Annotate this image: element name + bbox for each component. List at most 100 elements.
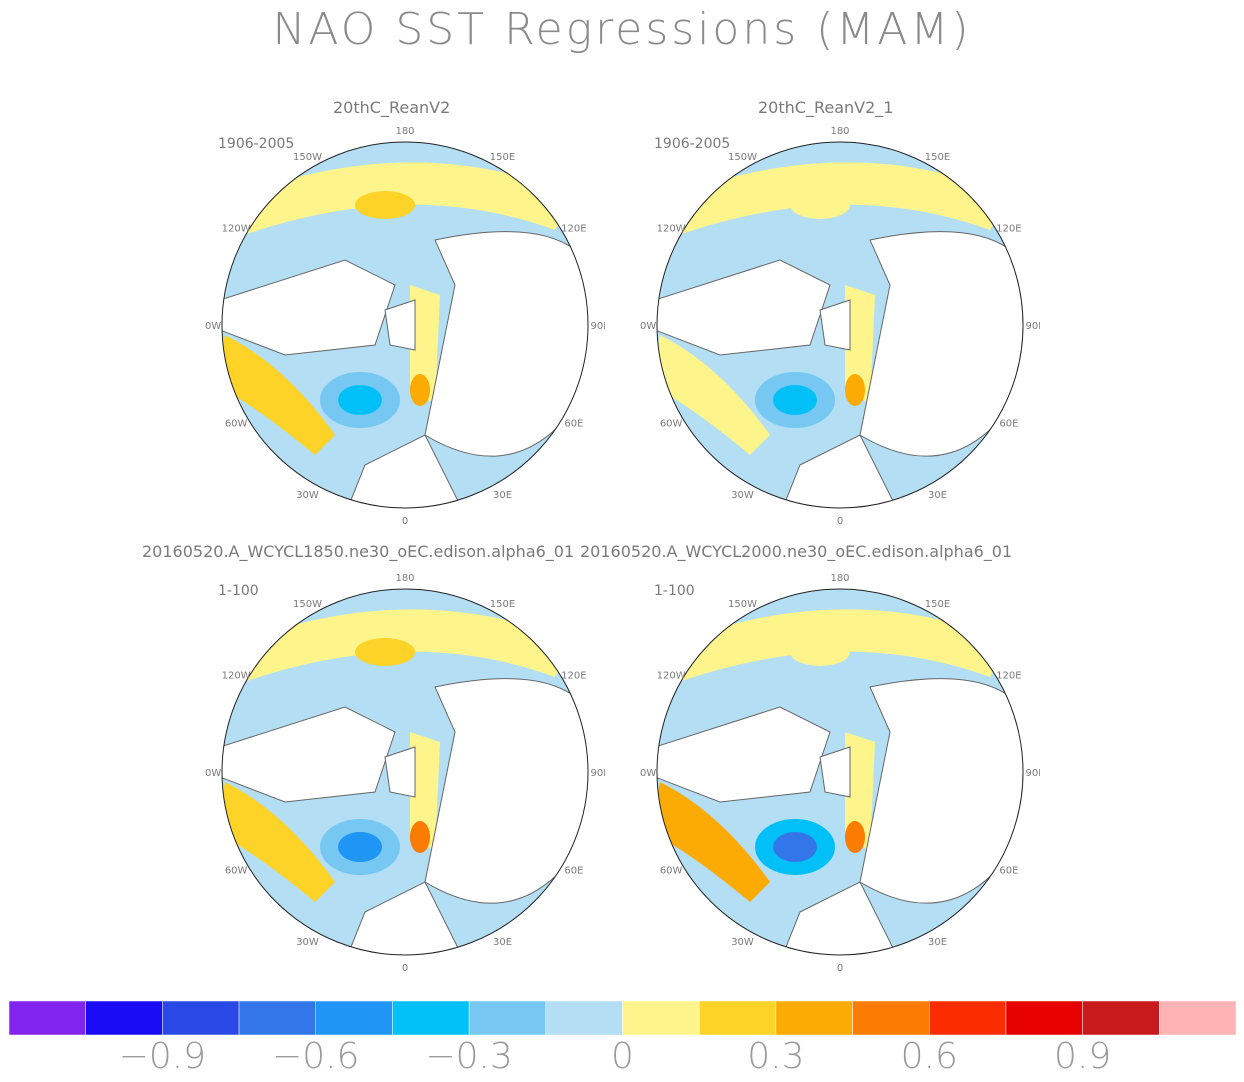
panel-period-2: 1906-2005	[654, 136, 731, 152]
colorbar-segment	[929, 1000, 1007, 1036]
subtropical-atlantic-anomaly	[657, 335, 770, 455]
panel-period-4: 1-100	[654, 583, 695, 599]
colorbar-segment	[852, 1000, 930, 1036]
longitude-label: 90W	[205, 321, 221, 332]
longitude-label: 60E	[564, 419, 583, 430]
longitude-label: 120W	[657, 224, 686, 235]
colorbar-tick-label: 0.6	[900, 1036, 958, 1077]
colorbar-segment	[545, 1000, 623, 1036]
colorbar-tick-label: 0.9	[1053, 1036, 1112, 1077]
polar-map-4: 180 150E 120E 90E 60E 30E 0 30W 60W 90W 120W 150W	[640, 573, 1040, 974]
longitude-label: 120W	[222, 671, 251, 682]
longitude-label: 90E	[1025, 321, 1040, 332]
subtropical-atlantic-anomaly	[657, 782, 770, 902]
panel-title-3: 20160520.A_WCYCL1850.ne30_oEC.edison.alp…	[142, 542, 575, 561]
map-border	[656, 588, 1024, 956]
pacific-anomaly	[790, 638, 850, 666]
africa-land	[344, 434, 466, 508]
longitude-label: 120E	[996, 671, 1021, 682]
north-america-land	[222, 706, 396, 803]
panel-title-4: 20160520.A_WCYCL2000.ne30_oEC.edison.alp…	[580, 542, 1013, 561]
pacific-anomaly	[790, 191, 850, 219]
colorbar-segment	[698, 1000, 777, 1036]
figure-title: NAO SST Regressions (MAM)	[272, 4, 972, 55]
colorbar-segment	[622, 1000, 700, 1036]
longitude-label: 90E	[590, 768, 605, 779]
map-border	[656, 141, 1024, 509]
colorbar-tick-label: 0.3	[747, 1036, 805, 1077]
longitude-label: 90W	[205, 768, 221, 779]
colorbar-segment	[775, 1000, 853, 1036]
longitude-label: 120W	[222, 224, 251, 235]
longitude-label: 60E	[999, 419, 1018, 430]
colorbar-tick-label: −0.9	[118, 1036, 207, 1077]
colorbar-segment	[315, 1000, 393, 1036]
longitude-label: 60E	[999, 866, 1018, 877]
colorbar-segment	[238, 1000, 316, 1036]
longitude-label: 150E	[490, 152, 515, 163]
longitude-label: 60W	[660, 866, 683, 877]
longitude-label: 150W	[293, 599, 322, 610]
greenland-land	[819, 746, 851, 798]
longitude-label: 90W	[640, 321, 656, 332]
norwegian-coast-anomaly	[410, 374, 430, 406]
longitude-label: 150E	[925, 152, 950, 163]
greenland-land	[384, 746, 416, 798]
longitude-label: 30W	[296, 937, 319, 948]
panel-title-2: 20thC_ReanV2_1	[758, 98, 894, 117]
norwegian-coast-anomaly	[845, 374, 865, 406]
longitude-label: 150W	[728, 152, 757, 163]
longitude-label: 120E	[561, 224, 586, 235]
map-border	[221, 588, 589, 956]
longitude-label: 150E	[490, 599, 515, 610]
longitude-label: 30E	[928, 490, 947, 501]
subtropical-atlantic-anomaly	[222, 335, 335, 455]
colorbar-tick-label: −0.3	[425, 1036, 513, 1077]
colorbar-segment	[1005, 1000, 1083, 1036]
longitude-label: 60W	[225, 419, 248, 430]
longitude-label: 60W	[660, 419, 683, 430]
colorbar-segment	[1082, 1000, 1160, 1036]
longitude-label: 180	[395, 573, 414, 584]
longitude-label: 0	[837, 516, 843, 527]
greenland-land	[384, 299, 416, 351]
panel-period-1: 1906-2005	[218, 136, 295, 152]
map-border	[221, 141, 589, 509]
colorbar-tick-label: −0.6	[272, 1036, 360, 1077]
africa-land	[344, 881, 466, 955]
north-america-land	[657, 259, 831, 356]
north-america-land	[222, 259, 396, 356]
longitude-label: 30W	[296, 490, 319, 501]
norwegian-coast-anomaly	[845, 821, 865, 853]
subpolar-atlantic-anomaly	[338, 832, 382, 862]
polar-map-1: 180 150E 120E 90E 60E 30E 0 30W 60W 90W 120W 150W	[205, 126, 605, 527]
colorbar-segment	[392, 1000, 470, 1036]
subpolar-atlantic-anomaly	[338, 385, 382, 415]
longitude-label: 120W	[657, 671, 686, 682]
subtropical-atlantic-anomaly	[222, 782, 335, 902]
polar-map-3: 180 150E 120E 90E 60E 30E 0 30W 60W 90W 120W 150W	[205, 573, 605, 974]
panel-title-1: 20thC_ReanV2	[333, 98, 451, 117]
north-america-land	[657, 706, 831, 803]
longitude-label: 30E	[493, 490, 512, 501]
colorbar-segment	[8, 1000, 86, 1036]
longitude-label: 180	[830, 573, 849, 584]
longitude-label: 150E	[925, 599, 950, 610]
longitude-label: 0	[837, 963, 843, 974]
longitude-label: 90E	[1025, 768, 1040, 779]
longitude-label: 30E	[493, 937, 512, 948]
longitude-label: 180	[395, 126, 414, 137]
africa-land	[779, 881, 901, 955]
pacific-anomaly	[355, 191, 415, 219]
longitude-label: 150W	[293, 152, 322, 163]
longitude-label: 120E	[996, 224, 1021, 235]
longitude-label: 90E	[590, 321, 605, 332]
subpolar-atlantic-anomaly	[773, 385, 817, 415]
longitude-label: 60W	[225, 866, 248, 877]
colorbar-segment	[1159, 1000, 1237, 1036]
longitude-label: 30W	[731, 490, 754, 501]
longitude-label: 60E	[564, 866, 583, 877]
longitude-label: 150W	[728, 599, 757, 610]
subpolar-atlantic-anomaly	[773, 832, 817, 862]
